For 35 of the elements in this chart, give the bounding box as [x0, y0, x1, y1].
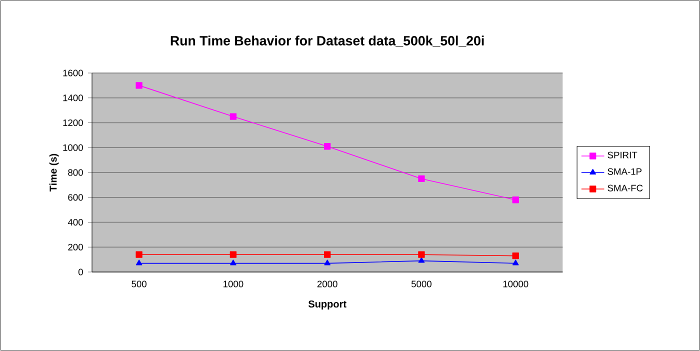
- x-tick-label: 10000: [503, 280, 528, 288]
- x-tick-label: 5000: [411, 280, 432, 288]
- point: [136, 82, 142, 89]
- x-tick-label: 500: [132, 280, 146, 288]
- y-tick-label: 400: [68, 218, 83, 226]
- legend-label: SMA-FC: [608, 184, 643, 192]
- x-axis-title: Support: [308, 300, 346, 310]
- y-tick-label: 600: [68, 194, 83, 201]
- y-tick-label: 1000: [63, 144, 83, 151]
- x-tick-label: 2000: [317, 280, 338, 288]
- point: [324, 260, 330, 266]
- point: [512, 196, 519, 204]
- chart-title: Run Time Behavior for Dataset data_500k_50l_20i: [170, 36, 484, 47]
- point: [324, 251, 331, 258]
- point: [512, 260, 519, 266]
- y-tick-label: 200: [68, 244, 83, 250]
- point: [230, 113, 237, 120]
- y-tick-label: 1200: [63, 119, 83, 126]
- y-axis-title: Time (s): [49, 154, 59, 192]
- point: [418, 175, 425, 182]
- y-tick-label: 0: [78, 268, 83, 276]
- legend-label: SMA-1P: [608, 168, 642, 175]
- point: [418, 257, 425, 263]
- point: [136, 260, 142, 266]
- point: [512, 252, 519, 260]
- y-tick-label: 800: [68, 169, 83, 176]
- point: [418, 251, 425, 258]
- point: [230, 251, 237, 258]
- point: [230, 260, 236, 266]
- x-tick-label: 1000: [224, 280, 244, 288]
- legend-label: SPIRIT: [608, 152, 638, 158]
- y-tick-label: 1600: [63, 70, 83, 76]
- point: [136, 251, 142, 258]
- y-tick-label: 1400: [63, 94, 83, 102]
- point: [324, 143, 331, 150]
